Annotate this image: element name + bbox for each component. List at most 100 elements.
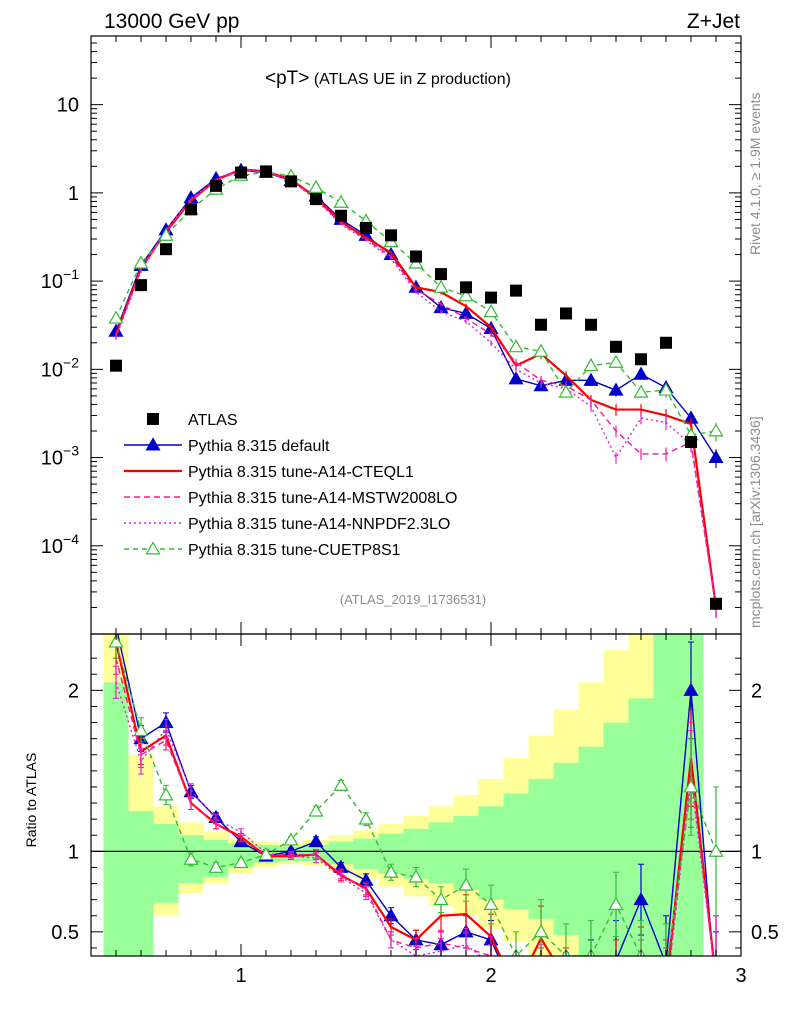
atlas-data-point bbox=[510, 284, 522, 297]
series-point-4 bbox=[658, 382, 674, 396]
ratio-series-group bbox=[108, 634, 724, 1001]
atlas-data-point bbox=[185, 203, 197, 216]
ratio-point-4 bbox=[383, 864, 399, 878]
tick-labels-group: 10 1 10−1 10−2 10−3 10−4 1 2 3 2 2 1 1 0.5 0.5 bbox=[41, 95, 779, 987]
series-point-4 bbox=[633, 384, 649, 398]
ratio-point-0 bbox=[683, 682, 699, 696]
atlas-data-point bbox=[710, 597, 722, 610]
ratio-point-4 bbox=[208, 859, 224, 873]
ratio-point-0 bbox=[510, 990, 523, 1001]
series-point-0 bbox=[633, 366, 649, 380]
ratio-xtick-label: 3 bbox=[735, 965, 746, 987]
ratio-point-4 bbox=[533, 924, 549, 938]
ratio-point-4 bbox=[283, 832, 299, 846]
ratio-point-4 bbox=[433, 891, 449, 906]
series-point-4 bbox=[608, 354, 624, 368]
ratio-point-4 bbox=[333, 777, 349, 791]
ratio-point-4 bbox=[660, 966, 673, 977]
ratio-point-4 bbox=[708, 843, 724, 857]
atlas-data-point bbox=[585, 318, 597, 331]
ratio-point-4 bbox=[108, 634, 124, 648]
legend-label: Pythia 8.315 default bbox=[188, 438, 330, 455]
atlas-data-point bbox=[360, 221, 372, 234]
atlas-data-point bbox=[535, 318, 547, 331]
atlas-data-point bbox=[685, 436, 697, 449]
ratio-point-0 bbox=[710, 990, 723, 1001]
ratio-ytick-label-right: 0.5 bbox=[751, 922, 779, 944]
ratio-band-green bbox=[328, 841, 354, 865]
legend-label: ATLAS bbox=[188, 412, 238, 429]
series-point-4 bbox=[333, 194, 349, 208]
series-point-4 bbox=[533, 343, 549, 357]
series-point-4 bbox=[433, 279, 449, 293]
ratio-band-green bbox=[528, 778, 554, 919]
analysis-id: (ATLAS_2019_I1736531) bbox=[340, 592, 486, 607]
main-ytick-label: 10−4 bbox=[41, 531, 79, 558]
ratio-point-4 bbox=[183, 851, 199, 865]
series-point-0 bbox=[608, 382, 624, 396]
ratio-point-4 bbox=[133, 722, 149, 737]
energy-label: 13000 GeV pp bbox=[104, 10, 239, 33]
ratio-point-4 bbox=[158, 787, 174, 801]
atlas-data-point bbox=[660, 336, 672, 349]
main-ytick-label: 10−1 bbox=[41, 266, 79, 293]
series-point-4 bbox=[158, 227, 174, 241]
atlas-data-point bbox=[260, 165, 272, 178]
series-point-4 bbox=[458, 288, 474, 302]
ratio-ytick-label-left: 0.5 bbox=[51, 922, 79, 944]
ratio-point-4 bbox=[233, 854, 249, 869]
atlas-data-point bbox=[435, 268, 447, 281]
ratio-ytick-label-left: 2 bbox=[68, 680, 79, 702]
atlas-data-point bbox=[310, 193, 322, 206]
series-point-4 bbox=[558, 384, 574, 398]
ratio-ylabel: Ratio to ATLAS bbox=[23, 753, 39, 848]
ratio-point-0 bbox=[633, 891, 649, 906]
series-point-0 bbox=[708, 449, 724, 464]
legend-marker-0 bbox=[145, 437, 161, 451]
series-line-4 bbox=[115, 171, 717, 436]
ratio-band-green bbox=[428, 822, 454, 884]
legend-label: Pythia 8.315 tune-A14-MSTW2008LO bbox=[188, 490, 457, 507]
series-point-4 bbox=[583, 357, 599, 372]
atlas-data-point bbox=[110, 359, 122, 372]
atlas-data-point bbox=[160, 243, 172, 256]
legend-marker-4 bbox=[145, 541, 161, 555]
ratio-ytick-label-left: 1 bbox=[68, 841, 79, 863]
ratio-band-green bbox=[153, 823, 179, 903]
ratio-point-0 bbox=[535, 974, 548, 985]
atlas-data-point bbox=[285, 175, 297, 188]
ratio-band-green bbox=[128, 811, 154, 956]
ratio-point-4 bbox=[258, 846, 274, 861]
ratio-point-0 bbox=[585, 969, 598, 980]
atlas-data-point bbox=[460, 281, 472, 294]
ratio-point-4 bbox=[408, 869, 424, 883]
ratio-point-0 bbox=[660, 958, 673, 969]
atlas-data-point bbox=[235, 166, 247, 179]
ratio-ytick-label-right: 1 bbox=[751, 841, 762, 863]
ratio-band-green bbox=[553, 762, 579, 936]
ratio-point-4 bbox=[458, 877, 474, 891]
main-series-group bbox=[108, 162, 724, 618]
side-label-bottom: mcplots.cern.ch [arXiv:1306.3436] bbox=[747, 416, 763, 628]
series-point-4 bbox=[308, 179, 324, 193]
ratio-point-4 bbox=[358, 811, 374, 825]
ratio-band-green bbox=[103, 682, 129, 956]
atlas-data-point bbox=[385, 229, 397, 242]
ratio-point-4 bbox=[483, 896, 499, 910]
ratio-point-0 bbox=[560, 978, 573, 989]
series-point-4 bbox=[133, 255, 149, 269]
atlas-data-point bbox=[610, 340, 622, 353]
legend-label: Pythia 8.315 tune-A14-CTEQL1 bbox=[188, 464, 414, 481]
atlas-data-point bbox=[635, 353, 647, 366]
legend-label: Pythia 8.315 tune-A14-NNPDF2.3LO bbox=[188, 516, 450, 533]
series-point-0 bbox=[508, 371, 524, 385]
plot-title-suffix: (ATLAS UE in Z production) bbox=[309, 71, 511, 88]
series-point-4 bbox=[483, 303, 499, 318]
axes-group bbox=[90, 35, 742, 957]
atlas-data-point bbox=[335, 209, 347, 222]
ratio-point-4 bbox=[608, 896, 624, 910]
ratio-xtick-label: 1 bbox=[235, 965, 246, 987]
series-point-4 bbox=[708, 423, 724, 437]
ratio-point-0 bbox=[308, 833, 324, 848]
